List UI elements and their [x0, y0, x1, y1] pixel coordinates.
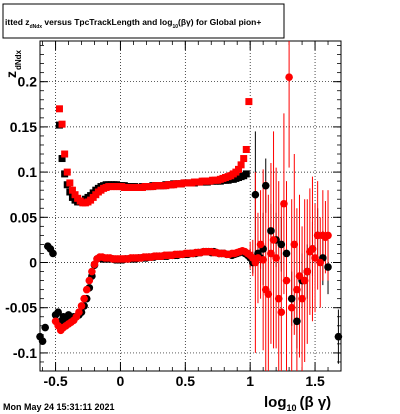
- data-point-circle: [290, 240, 299, 249]
- y-tick-label: 0.1: [18, 164, 38, 180]
- data-point-circle: [277, 308, 286, 317]
- data-point-circle: [274, 294, 283, 303]
- data-point-square: [55, 105, 63, 113]
- data-point-circle: [41, 323, 49, 332]
- chart-title: itted zdNdx versus TpcTrackLength and lo…: [2, 3, 285, 39]
- data-point-square: [68, 186, 76, 194]
- data-point-circle: [285, 73, 293, 81]
- x-tick-label: 0.5: [176, 373, 196, 389]
- x-axis-main: log: [264, 394, 287, 411]
- title-sub2: 10: [172, 24, 178, 30]
- x-axis-title: log10 (β γ): [264, 394, 331, 413]
- data-point-circle: [49, 249, 57, 258]
- data-point-circle: [256, 240, 265, 249]
- data-point-square: [245, 98, 253, 106]
- y-tick-labels: -0.1 -0.05 0 0.05 0.1 0.15 0.2: [5, 74, 37, 361]
- data-point-circle: [311, 254, 319, 262]
- data-point-circle: [267, 227, 275, 235]
- data-point-circle: [272, 254, 280, 262]
- data-point-square: [58, 155, 66, 163]
- y-tick-label: 0.05: [10, 209, 37, 225]
- data-point-circle: [334, 332, 343, 341]
- x-tick-label: 0: [117, 373, 125, 389]
- data-point-circle: [264, 290, 273, 298]
- data-point-circle: [280, 199, 288, 208]
- x-tick-label: 1.5: [305, 373, 325, 389]
- y-axis-main: z: [3, 71, 19, 78]
- data-point-circle: [293, 317, 301, 326]
- data-point-circle: [308, 245, 317, 253]
- data-point-circle: [269, 236, 278, 244]
- x-tick-label: -0.5: [44, 373, 68, 389]
- data-point-square: [61, 150, 69, 158]
- data-point-circle: [295, 272, 304, 280]
- y-tick-label: 0: [29, 255, 37, 271]
- data-point-circle: [259, 255, 267, 264]
- data-point-circle: [324, 263, 332, 271]
- data-point-circle: [277, 240, 286, 249]
- data-point-circle: [293, 285, 301, 294]
- data-point-square: [66, 179, 74, 187]
- data-point-circle: [282, 249, 291, 258]
- title-mid: versus TpcTrackLength and log: [42, 17, 172, 27]
- data-point-square: [242, 170, 250, 178]
- y-axis-title-text: zdNdx: [3, 49, 23, 78]
- title-box: [2, 3, 285, 39]
- data-point-square: [237, 161, 245, 169]
- data-point-circle: [38, 337, 47, 345]
- data-point-circle: [261, 181, 270, 190]
- data-point-circle: [287, 303, 296, 312]
- data-point-square: [71, 191, 79, 199]
- data-point-square: [235, 165, 243, 173]
- data-point-circle: [324, 231, 332, 240]
- x-axis-tail: (β γ): [300, 394, 332, 411]
- data-point-circle: [303, 267, 312, 276]
- data-point-circle: [85, 276, 94, 285]
- data-point-circle: [80, 294, 88, 303]
- data-point-circle: [82, 285, 91, 294]
- data-point-circle: [282, 276, 291, 285]
- y-axis-sub: dNdx: [14, 49, 23, 70]
- data-point-circle: [287, 294, 296, 303]
- y-axis-title: zdNdx: [3, 49, 23, 78]
- title-text: itted zdNdx versus TpcTrackLength and lo…: [5, 17, 261, 30]
- data-point-circle: [298, 294, 306, 303]
- plot-frame: [39, 40, 342, 372]
- data-point-circle: [54, 308, 62, 317]
- data-point-square: [242, 145, 250, 153]
- x-tick-label: 1: [246, 373, 254, 389]
- x-axis-sub: 10: [287, 403, 297, 413]
- axis-ticks: [40, 41, 341, 372]
- data-point-circle: [88, 267, 96, 276]
- data-point-circle: [267, 249, 275, 258]
- x-axis-title-text: log10 (β γ): [264, 394, 331, 413]
- x-tick-labels: -0.5 0 0.5 1 1.5: [44, 373, 325, 389]
- data-point-square: [63, 168, 71, 176]
- data-point-square: [240, 155, 248, 163]
- y-tick-label: -0.1: [13, 345, 37, 361]
- y-tick-label: 0.2: [18, 74, 38, 90]
- data-point-square: [58, 120, 66, 128]
- title-suffix: (βγ) for Global pion+: [178, 17, 261, 27]
- data-point-circle: [77, 302, 86, 310]
- y-tick-label: -0.05: [5, 300, 37, 316]
- data-markers: [36, 73, 343, 345]
- data-point-circle: [316, 258, 325, 267]
- title-prefix: itted z: [5, 17, 30, 27]
- timestamp-label: Mon May 24 15:31:11 2021: [3, 402, 115, 412]
- data-point-circle: [300, 276, 309, 285]
- data-point-circle: [251, 190, 260, 199]
- data-point-circle: [75, 308, 83, 317]
- title-sub1: dNdx: [30, 24, 43, 30]
- y-tick-label: 0.15: [10, 119, 37, 135]
